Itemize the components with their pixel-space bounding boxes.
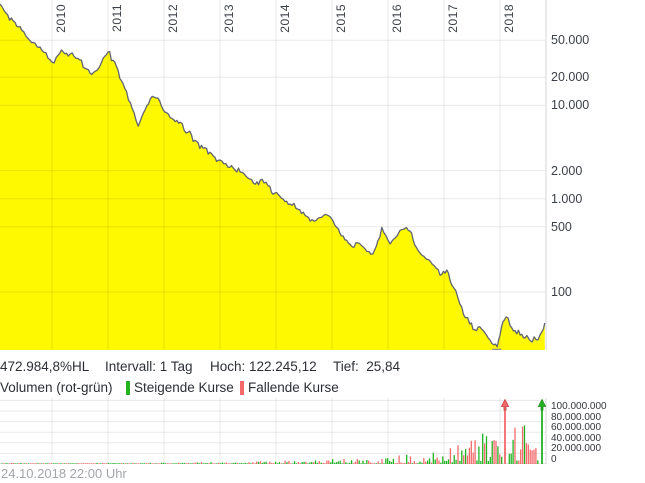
rising-volume-marker-icon xyxy=(126,381,130,395)
price-chart: 2010 2011 2012 2013 2014 2015 2016 2017 2018 xyxy=(0,0,547,350)
volume-axis-tick-label: 0 xyxy=(551,454,557,465)
volume-axis-tick-label: 20.000.000 xyxy=(551,443,602,454)
falling-volume-label: Fallende Kurse xyxy=(248,380,339,395)
x-axis-year-label: 2017 xyxy=(446,4,460,33)
price-axis-tick-label: 10.000 xyxy=(551,98,590,112)
x-axis-year-label: 2016 xyxy=(390,4,404,33)
volume-bars xyxy=(1,425,539,464)
volume-axis-tick-label: 100.000.000 xyxy=(551,401,607,412)
stat-low: Tief: 25,84 xyxy=(333,359,401,374)
price-axis-tick-label: 2.000 xyxy=(551,164,583,178)
price-axis-tick-label: 100 xyxy=(551,285,572,299)
price-area-fill xyxy=(0,4,545,350)
x-axis-year-label: 2014 xyxy=(278,4,292,33)
volume-chart xyxy=(0,398,645,464)
x-axis-year-label: 2012 xyxy=(166,4,180,33)
stat-range: 472.984,8%HL xyxy=(0,359,90,374)
falling-volume-marker-icon xyxy=(240,381,244,395)
price-axis-tick-label: 500 xyxy=(551,220,572,234)
stat-high: Hoch: 122.245,12 xyxy=(210,359,317,374)
volume-spike-arrow-icons xyxy=(500,398,547,464)
rising-volume-label: Steigende Kurse xyxy=(134,380,234,395)
volume-plot-area xyxy=(0,398,547,464)
x-axis-year-label: 2010 xyxy=(54,4,68,33)
x-axis-year-label: 2011 xyxy=(110,4,124,32)
stat-interval: Intervall: 1 Tag xyxy=(105,359,193,374)
price-axis-tick-label: 50.000 xyxy=(551,33,590,47)
x-axis-year-label: 2018 xyxy=(502,4,516,33)
price-axis-tick-label: 20.000 xyxy=(551,70,590,84)
volume-gridlines xyxy=(0,398,546,464)
volume-legend-title: Volumen (rot-grün) xyxy=(0,380,113,395)
price-plot-area xyxy=(0,0,547,350)
x-axis-year-label: 2013 xyxy=(222,4,236,33)
price-axis-tick-label: 1.000 xyxy=(551,192,583,206)
timestamp: 24.10.2018 22:00 Uhr xyxy=(1,466,127,481)
price-gridlines xyxy=(0,0,546,350)
volume-axis-tick-label: 60.000.000 xyxy=(551,422,602,433)
volume-axis-tick-label: 80.000.000 xyxy=(551,412,602,423)
x-axis-year-label: 2015 xyxy=(334,4,348,33)
price-line xyxy=(0,3,546,348)
volume-axis-tick-label: 40.000.000 xyxy=(551,433,602,444)
